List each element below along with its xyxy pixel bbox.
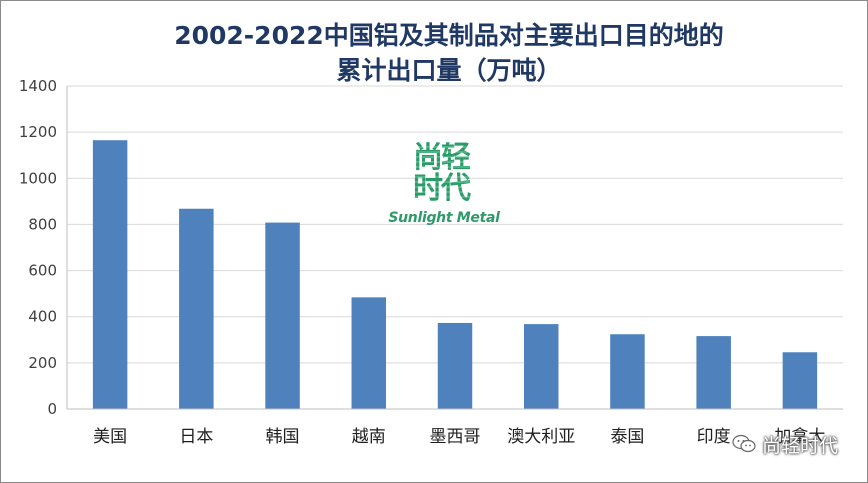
category-label: 韩国	[266, 427, 300, 447]
bar	[179, 208, 214, 409]
y-tick-label: 800	[28, 215, 57, 233]
sunlight-metal-watermark: 尚轻 时代 Sunlight Metal	[376, 140, 512, 232]
bar	[265, 222, 300, 409]
watermark-logo-text: 尚轻 时代	[410, 142, 472, 206]
category-label: 澳大利亚	[507, 427, 575, 447]
wechat-account-name: 尚轻时代	[762, 434, 839, 457]
bar	[782, 352, 818, 409]
category-label: 美国	[93, 427, 127, 447]
chart-title-line-1: 2002-2022中国铝及其制品对主要出口目的地的	[174, 21, 724, 50]
category-label: 越南	[352, 427, 386, 447]
category-label: 印度	[697, 427, 731, 447]
category-label: 加拿大	[774, 426, 825, 447]
chart-title-line-2: 累计出口量（万吨）	[336, 56, 562, 85]
y-tick-label: 1000	[19, 169, 57, 187]
bar	[523, 324, 559, 409]
category-labels: 美国 日本 韩国 越南 墨西哥 澳大利亚 泰国 印度 加拿大	[93, 426, 825, 447]
axes	[66, 86, 843, 410]
wechat-source-badge: 尚轻时代	[726, 428, 844, 460]
y-tick-label: 0	[47, 400, 57, 418]
y-tick-label: 1200	[19, 123, 57, 141]
bar	[696, 336, 731, 409]
category-label: 日本	[179, 427, 213, 447]
wechat-icon	[732, 434, 756, 453]
y-tick-labels: 0 200 400 600 800 1000 1200 1400	[19, 77, 57, 418]
category-label: 泰国	[610, 427, 644, 447]
y-tick-label: 200	[28, 354, 57, 372]
y-tick-label: 400	[28, 308, 57, 326]
y-tick-label: 600	[28, 262, 57, 280]
y-tick-label: 1400	[19, 77, 57, 95]
bar	[610, 334, 645, 409]
bar	[437, 322, 473, 409]
bar	[351, 297, 387, 409]
category-label: 墨西哥	[430, 427, 481, 447]
bars	[92, 140, 818, 410]
bar	[92, 140, 128, 410]
watermark-english-text: Sunlight Metal	[388, 210, 500, 226]
chart-title: 2002-2022中国铝及其制品对主要出口目的地的 累计出口量（万吨）	[0, 18, 868, 88]
